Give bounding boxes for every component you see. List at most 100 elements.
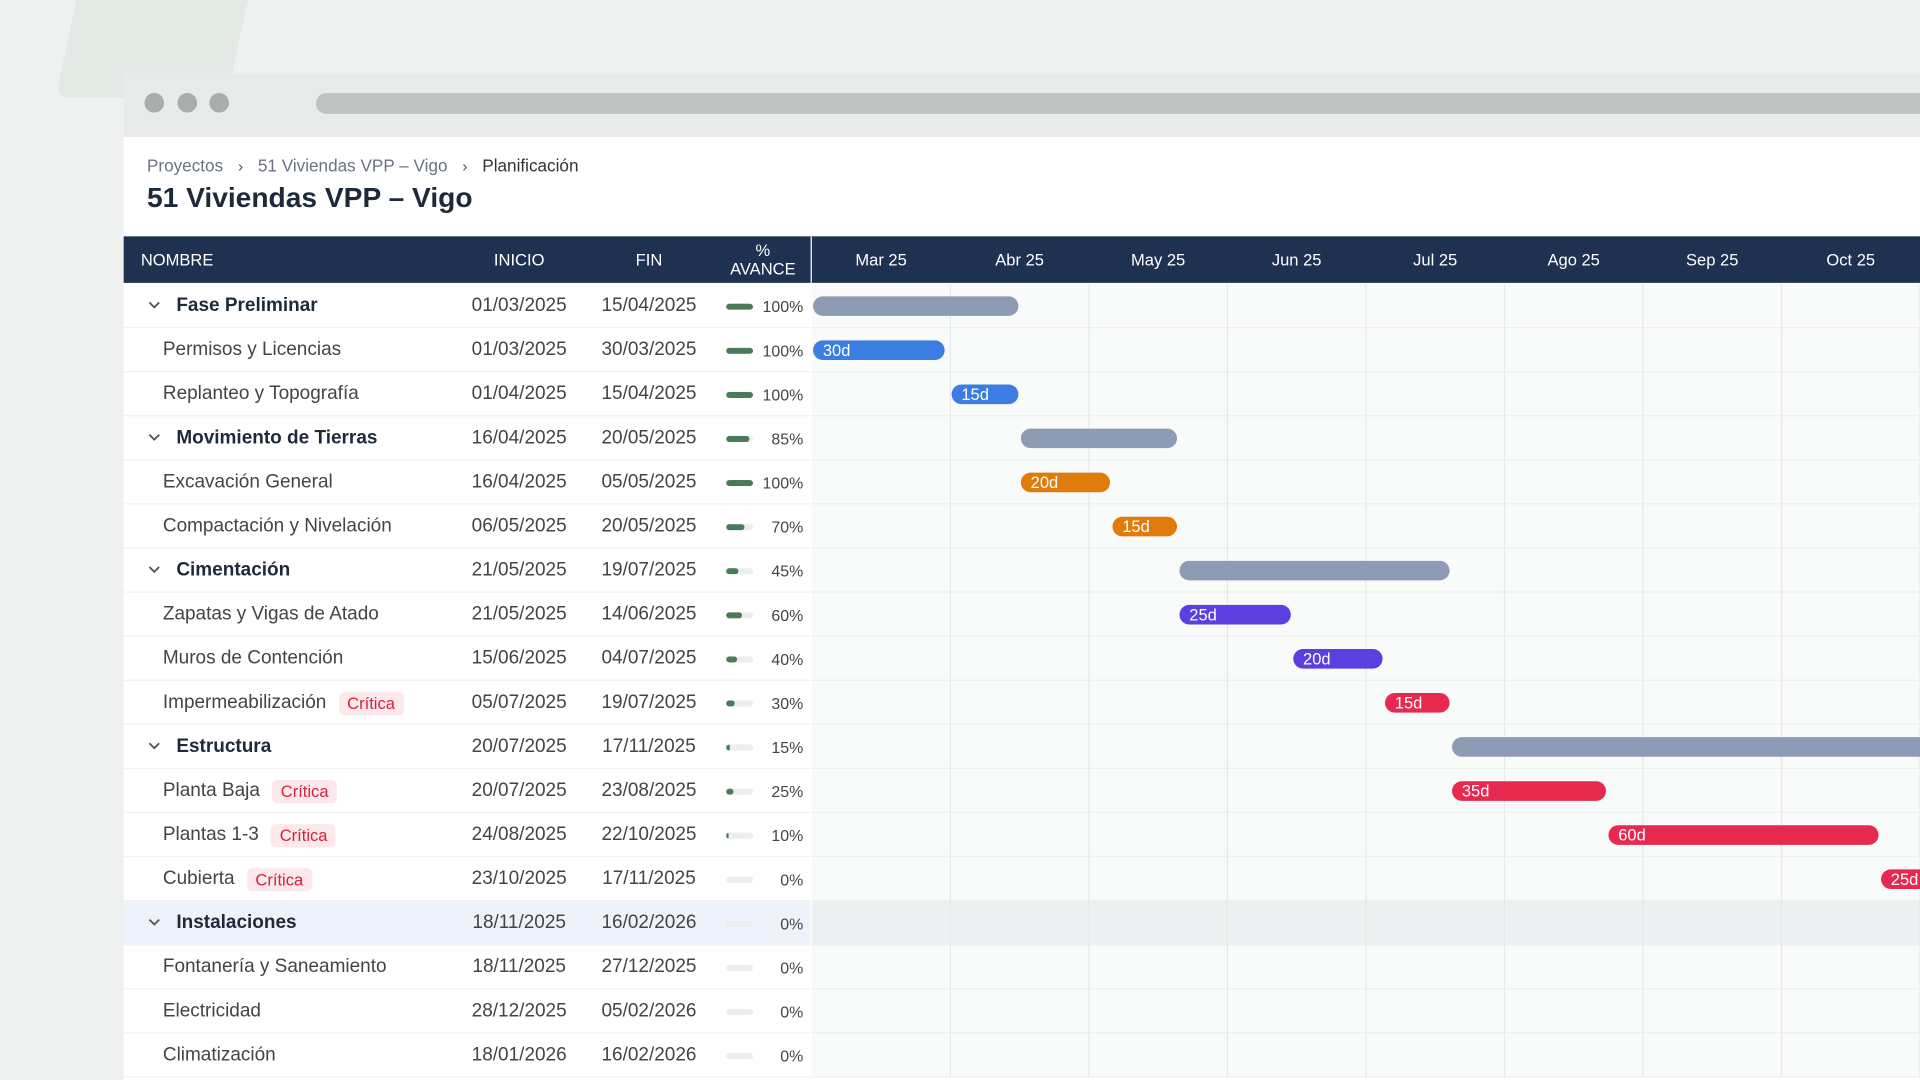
duration-label: 25d <box>1891 870 1919 889</box>
collapse-toggle[interactable] <box>146 561 163 578</box>
task-row[interactable]: Permisos y Licencias 01/03/2025 30/03/2025… <box>123 328 811 373</box>
task-row[interactable]: Plantas 1-3 Crítica 24/08/2025 22/10/2025 10… <box>123 813 811 858</box>
summary-bar[interactable] <box>1452 737 1920 757</box>
task-row[interactable]: Replanteo y Topografía 01/04/2025 15/04/20… <box>123 372 811 417</box>
separator: › <box>237 156 244 175</box>
progress-track <box>726 656 754 663</box>
column-header[interactable]: INICIO <box>493 250 545 269</box>
task-name-cell: Replanteo y Topografía <box>163 372 359 416</box>
task-name: Estructura <box>176 735 272 757</box>
progress-fill <box>726 612 743 619</box>
progress-track <box>726 612 754 619</box>
table-header: NOMBRE INICIO FIN % AVANCE Mar 25 Abr 25 M… <box>123 236 1920 283</box>
task-name-cell: Movimiento de Tierras <box>176 416 377 460</box>
progress-fill <box>726 656 737 663</box>
progress-fill <box>726 435 750 443</box>
task-row[interactable]: Muros de Contención 15/06/2025 04/07/2025 4… <box>123 637 811 681</box>
task-row[interactable]: Compactación y Nivelación 06/05/2025 20/05… <box>123 504 811 549</box>
task-bar[interactable] <box>813 340 945 361</box>
group-row[interactable]: Cimentación 21/05/2025 19/07/2025 45% <box>123 549 811 593</box>
end-date: 14/06/2025 <box>601 603 697 625</box>
task-name: Impermeabilización <box>162 691 327 713</box>
progress-fill <box>726 744 731 751</box>
progress-track <box>726 1053 754 1060</box>
start-date: 05/07/2025 <box>471 691 567 713</box>
task-name-cell: Instalaciones <box>176 901 296 945</box>
task-row[interactable]: Excavación General 16/04/2025 05/05/2025 10… <box>123 460 811 505</box>
task-bar[interactable] <box>1385 693 1450 713</box>
task-bar[interactable] <box>1293 648 1383 669</box>
start-date: 06/05/2025 <box>471 515 567 537</box>
end-date: 17/11/2025 <box>602 735 696 757</box>
task-bar[interactable] <box>1452 781 1606 801</box>
task-name: Fase Preliminar <box>176 295 318 316</box>
summary-bar[interactable] <box>1179 560 1450 581</box>
task-bar[interactable] <box>1112 516 1178 537</box>
start-date: 15/06/2025 <box>471 647 567 669</box>
task-row[interactable]: Zapatas y Vigas de Atado 21/05/2025 14/06/… <box>123 593 811 637</box>
duration-label: 35d <box>1462 782 1490 801</box>
window-button[interactable] <box>144 93 165 113</box>
duration-label: 30d <box>823 341 851 360</box>
group-row[interactable]: Movimiento de Tierras 16/04/2025 20/05/202… <box>123 416 811 461</box>
task-row[interactable]: Impermeabilización Crítica 05/07/2025 19/07… <box>123 681 811 725</box>
month-label: Abr 25 <box>995 250 1044 269</box>
task-name: Excavación General <box>162 471 333 493</box>
month-label: Jun 25 <box>1271 250 1322 269</box>
end-date: 27/12/2025 <box>601 956 697 978</box>
window-button[interactable] <box>177 93 198 113</box>
task-row[interactable]: Cubierta Crítica 23/10/2025 17/11/2025 0% <box>123 857 811 902</box>
crumb-current: Planificación <box>482 155 579 176</box>
start-date: 01/04/2025 <box>471 383 567 405</box>
progress-label: 0% <box>780 1046 804 1065</box>
window-button[interactable] <box>209 93 229 113</box>
start-date: 20/07/2025 <box>471 780 567 801</box>
collapse-toggle[interactable] <box>146 737 163 754</box>
progress-track <box>726 964 754 972</box>
task-row[interactable]: Climatización 18/01/2026 16/02/2026 0% <box>123 1033 811 1078</box>
task-name-cell: Planta Baja Crítica <box>162 769 338 813</box>
month-label: Ago 25 <box>1547 250 1600 269</box>
collapse-toggle[interactable] <box>146 296 163 313</box>
address-bar[interactable] <box>315 93 1920 114</box>
task-name: Electricidad <box>162 1000 261 1022</box>
end-date: 19/07/2025 <box>601 559 697 581</box>
task-name: Permisos y Licencias <box>162 339 342 361</box>
column-header[interactable]: % AVANCE <box>730 241 796 278</box>
crumb-link[interactable]: Proyectos <box>146 155 224 176</box>
task-bar[interactable] <box>951 384 1019 405</box>
task-row[interactable]: Planta Baja Crítica 20/07/2025 23/08/2025 25… <box>123 769 811 814</box>
collapse-toggle[interactable] <box>146 429 163 446</box>
end-date: 04/07/2025 <box>601 647 697 669</box>
chevron <box>148 434 160 441</box>
progress-label: 25% <box>771 781 804 801</box>
progress-fill <box>726 832 729 839</box>
group-row[interactable]: Fase Preliminar 01/03/2025 15/04/2025 100% <box>123 284 811 329</box>
column-header[interactable]: FIN <box>635 250 663 269</box>
group-row[interactable]: Instalaciones 18/11/2025 16/02/2026 0% <box>123 901 811 946</box>
progress-label: 60% <box>771 605 804 624</box>
task-row[interactable]: Electricidad 28/12/2025 05/02/2026 0% <box>123 989 811 1034</box>
progress-label: 85% <box>771 429 804 448</box>
task-name: Muros de Contención <box>162 647 344 669</box>
task-name: Zapatas y Vigas de Atado <box>162 603 379 625</box>
task-bar[interactable] <box>1020 472 1110 493</box>
chevron <box>148 566 160 574</box>
summary-bar[interactable] <box>813 296 1019 316</box>
task-bar[interactable] <box>1608 825 1879 845</box>
start-date: 01/03/2025 <box>471 339 567 361</box>
group-row[interactable]: Estructura 20/07/2025 17/11/2025 15% <box>123 725 811 769</box>
column-header[interactable]: NOMBRE <box>140 250 214 269</box>
task-name: Planta Baja <box>162 780 260 801</box>
progress-label: 45% <box>771 561 804 580</box>
crumb-link[interactable]: 51 Viviendas VPP – Vigo <box>257 155 448 176</box>
start-date: 24/08/2025 <box>471 824 567 845</box>
task-bar[interactable] <box>1179 604 1291 625</box>
collapse-toggle[interactable] <box>146 913 163 930</box>
start-date: 20/07/2025 <box>471 735 567 757</box>
summary-bar[interactable] <box>1020 428 1178 449</box>
start-date: 16/04/2025 <box>471 427 567 449</box>
task-row[interactable]: Fontanería y Saneamiento 18/11/2025 27/12/… <box>123 945 811 990</box>
task-name-cell: Cubierta Crítica <box>163 857 312 901</box>
task-bar[interactable] <box>1881 869 1920 889</box>
